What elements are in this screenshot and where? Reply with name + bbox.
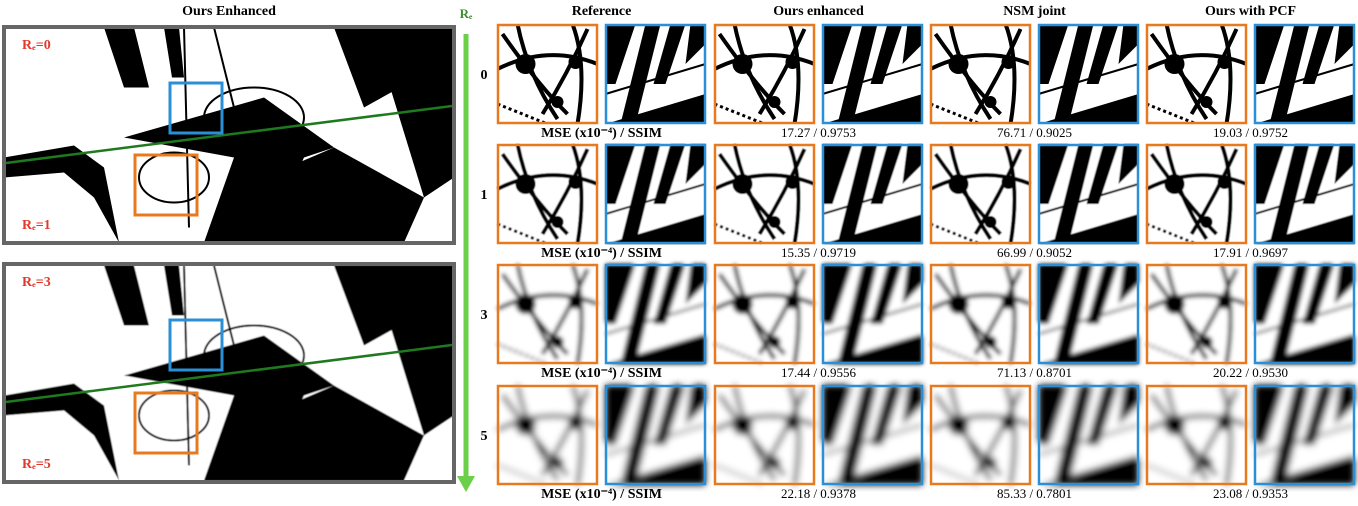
- metric-label: MSE (x10⁻⁴) / SSIM: [541, 246, 662, 261]
- scene-top: [4, 27, 454, 243]
- metric-value: 71.13 / 0.8701: [997, 365, 1072, 380]
- thumbnail: [931, 385, 1031, 485]
- thumbnail: [498, 144, 598, 244]
- metric-value: 66.99 / 0.9052: [997, 245, 1072, 260]
- metric-value: 85.33 / 0.7801: [997, 486, 1072, 501]
- panel-title: Ours Enhanced: [182, 4, 276, 19]
- thumbnail: [606, 144, 706, 244]
- metric-value: 22.18 / 0.9378: [781, 486, 856, 501]
- thumbnail: [715, 24, 815, 124]
- metric-value: 19.03 / 0.9752: [1213, 125, 1288, 140]
- metric-value: 23.08 / 0.9353: [1213, 486, 1288, 501]
- metric-value: 17.44 / 0.9556: [781, 365, 857, 380]
- re-label: Rₑ=5: [22, 457, 51, 472]
- scene-bottom: [4, 264, 454, 482]
- metric-label: MSE (x10⁻⁴) / SSIM: [541, 126, 662, 141]
- thumbnail: [606, 24, 706, 124]
- re-label: Rₑ=1: [22, 218, 51, 233]
- thumbnail: [498, 264, 598, 364]
- page: Ours Enhanced Rₑ=0 Rₑ=1 Rₑ=3 Rₑ=5 Rₑ Ref…: [0, 0, 1358, 506]
- thumbnail: [823, 24, 923, 124]
- metric-label: MSE (x10⁻⁴) / SSIM: [541, 487, 662, 502]
- thumbnail: [1039, 144, 1139, 244]
- column-header: Ours with PCF: [1205, 4, 1296, 19]
- row-label: 3: [481, 308, 488, 323]
- thumbnail: [498, 24, 598, 124]
- thumbnail: [1147, 144, 1247, 244]
- re-label: Rₑ=3: [22, 275, 51, 290]
- figure: Ours Enhanced Rₑ=0 Rₑ=1 Rₑ=3 Rₑ=5 Rₑ Ref…: [0, 0, 1358, 506]
- thumbnail: [823, 144, 923, 244]
- row-label: 0: [481, 68, 488, 83]
- thumbnail: [1039, 24, 1139, 124]
- thumbnail: [1147, 24, 1247, 124]
- thumbnail: [715, 264, 815, 364]
- thumbnail: [1039, 264, 1139, 364]
- row-label: 1: [481, 188, 488, 203]
- thumbnail: [1147, 385, 1247, 485]
- metric-value: 17.91 / 0.9697: [1213, 245, 1289, 260]
- thumbnail: [715, 385, 815, 485]
- left-panel: Ours Enhanced Rₑ=0 Rₑ=1 Rₑ=3 Rₑ=5: [4, 4, 454, 482]
- thumbnail: [931, 24, 1031, 124]
- thumbnail: [931, 144, 1031, 244]
- thumbnail: [715, 144, 815, 244]
- thumbnail: [498, 385, 598, 485]
- thumbnail: [606, 264, 706, 364]
- re-label: Rₑ=0: [22, 38, 51, 53]
- comparison-grid: Reference Ours enhanced NSM joint Ours with…: [481, 4, 1355, 502]
- thumbnail: [1039, 385, 1139, 485]
- thumbnail: [823, 264, 923, 364]
- thumbnail: [1255, 144, 1355, 244]
- axis-label: Rₑ: [460, 6, 473, 21]
- thumbnail: [1147, 264, 1247, 364]
- column-header: Reference: [572, 4, 632, 19]
- re-arrow: Rₑ: [457, 6, 475, 492]
- row-label: 5: [481, 429, 488, 444]
- metric-value: 17.27 / 0.9753: [781, 125, 856, 140]
- metric-label: MSE (x10⁻⁴) / SSIM: [541, 366, 662, 381]
- thumbnail: [1255, 385, 1355, 485]
- column-header: Ours enhanced: [773, 4, 864, 19]
- column-header: NSM joint: [1003, 4, 1066, 19]
- thumbnail: [931, 264, 1031, 364]
- metric-value: 20.22 / 0.9530: [1213, 365, 1288, 380]
- thumbnail: [606, 385, 706, 485]
- metric-value: 76.71 / 0.9025: [997, 125, 1072, 140]
- thumbnail: [1255, 24, 1355, 124]
- thumbnail: [823, 385, 923, 485]
- metric-value: 15.35 / 0.9719: [781, 245, 856, 260]
- thumbnail: [1255, 264, 1355, 364]
